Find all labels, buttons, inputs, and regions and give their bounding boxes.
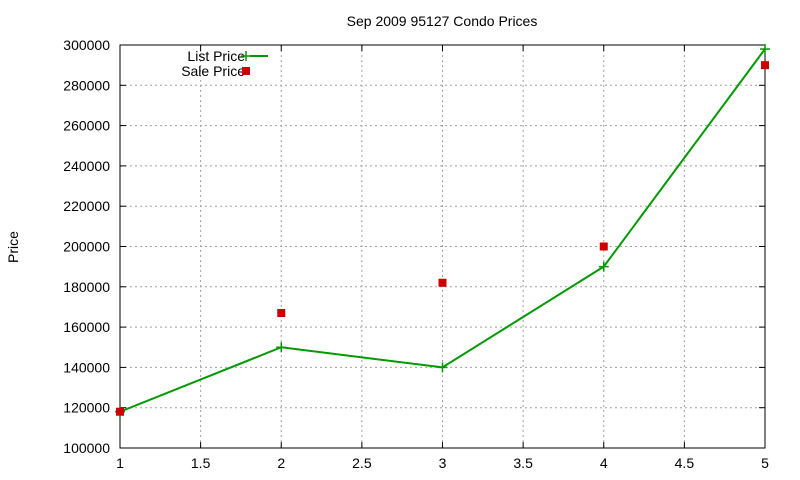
sale-price-point [599, 242, 608, 251]
x-tick-label: 4 [600, 455, 608, 471]
list-price-point [437, 362, 448, 373]
y-tick-label: 140000 [63, 359, 110, 375]
series [115, 44, 770, 417]
legend-label: Sale Price [181, 63, 245, 79]
x-tick-label: 4.5 [675, 455, 695, 471]
y-tick-label: 240000 [63, 158, 110, 174]
legend-label: List Price [187, 48, 245, 64]
legend-square-marker [242, 67, 250, 75]
y-tick-label: 200000 [63, 239, 110, 255]
x-tick-label: 2 [277, 455, 285, 471]
sale-price-point [116, 407, 124, 416]
x-tick-label: 1 [116, 455, 124, 471]
chart-title: Sep 2009 95127 Condo Prices [347, 13, 538, 29]
y-tick-label: 280000 [63, 77, 110, 93]
y-tick-label: 260000 [63, 118, 110, 134]
list-price-point [276, 342, 287, 353]
x-tick-label: 3.5 [513, 455, 533, 471]
y-axis-label: Price [5, 231, 21, 263]
y-tick-label: 160000 [63, 319, 110, 335]
sale-price-point [277, 308, 286, 317]
ticks: 1 1.5 2 2.5 3 3.5 4 4.5 5 100000 120000 140000 16000… [63, 37, 769, 471]
sale-price-point [438, 278, 447, 287]
x-tick-label: 2.5 [352, 455, 372, 471]
series-1 [116, 61, 769, 416]
x-tick-label: 5 [761, 455, 769, 471]
legend-plus-marker [241, 51, 251, 61]
list-price-point [598, 261, 609, 272]
y-tick-label: 100000 [63, 440, 110, 456]
y-tick-label: 220000 [63, 198, 110, 214]
y-tick-label: 180000 [63, 279, 110, 295]
list-price-point [760, 44, 770, 55]
sale-price-point [761, 61, 769, 70]
y-tick-label: 300000 [63, 37, 110, 53]
x-tick-label: 1.5 [191, 455, 211, 471]
x-tick-label: 3 [439, 455, 447, 471]
y-tick-label: 120000 [63, 400, 110, 416]
